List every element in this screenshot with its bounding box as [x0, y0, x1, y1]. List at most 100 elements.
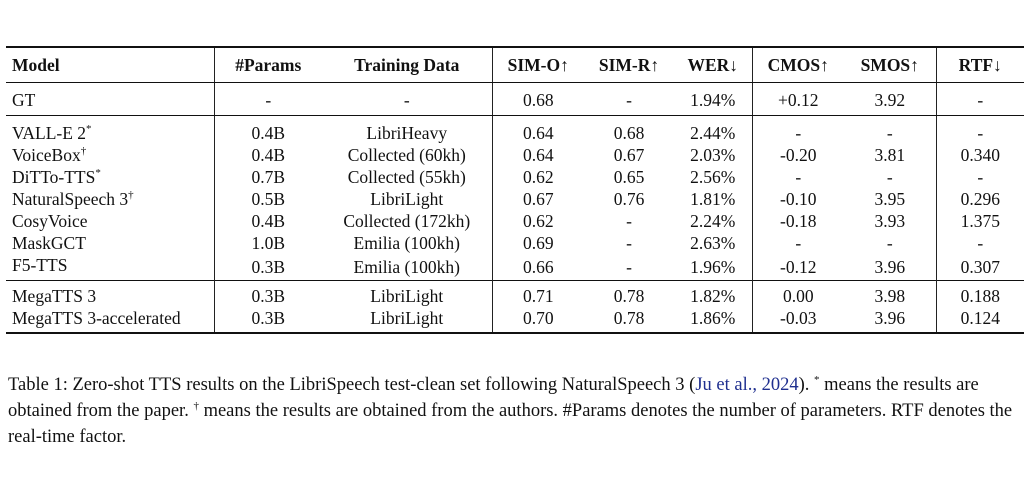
cell-training-data: LibriLight: [370, 189, 444, 209]
cell-rtf: 0.188: [935, 280, 1024, 307]
table-row: MegaTTS 3 0.3B LibriLight 0.71 0.78 1.82…: [6, 280, 1024, 307]
cell-sim-o: 0.68: [491, 82, 584, 116]
cell-cmos: -: [751, 115, 844, 144]
cell-smos: -: [886, 123, 893, 143]
header-sim-r: SIM-R↑: [584, 46, 674, 83]
header-sim-o: SIM-O↑: [491, 46, 584, 83]
cell-params: 0.3B: [213, 280, 322, 307]
cell-rtf: -: [935, 166, 1024, 188]
cell-params: 0.5B: [213, 188, 322, 210]
cell-sim-o: 0.66: [491, 254, 584, 281]
header-row: Model #Params Training Data SIM-O↑ SIM-R…: [6, 46, 1024, 83]
citation-link[interactable]: Ju et al., 2024: [695, 375, 799, 395]
cell-training-data: Collected (60kh): [347, 145, 466, 165]
results-table: Model #Params Training Data SIM-O↑ SIM-R…: [6, 46, 1024, 334]
cell-model: VALL-E 2*: [12, 123, 92, 143]
cell-sim-o: 0.70: [491, 307, 584, 334]
table-row: VALL-E 2* 0.4B LibriHeavy 0.64 0.68 2.44…: [6, 115, 1024, 144]
cell-smos: 3.98: [844, 280, 936, 307]
cell-rtf: -: [935, 82, 1024, 116]
cell-rtf: 0.124: [935, 307, 1024, 334]
cell-training-data: LibriLight: [322, 307, 492, 334]
cell-wer: 2.24%: [690, 211, 736, 231]
cell-model: MegaTTS 3: [6, 280, 214, 307]
header-training-data: Training Data: [322, 46, 492, 83]
table-row: DiTTo-TTS* 0.7B Collected (55kh) 0.62 0.…: [6, 166, 1024, 188]
cell-params: 0.4B: [213, 115, 322, 144]
cell-smos: -: [886, 167, 893, 187]
cell-sim-o: 0.67: [491, 188, 584, 210]
cell-smos: 3.81: [874, 145, 906, 165]
cell-cmos: -0.20: [751, 144, 844, 166]
cell-rtf: -: [935, 115, 1024, 144]
header-wer: WER↓: [674, 46, 752, 83]
cell-wer: 2.44%: [690, 123, 736, 143]
cell-training-data: Emilia (100kh): [353, 233, 460, 253]
cell-params: 0.3B: [213, 307, 322, 334]
header-params: #Params: [213, 46, 322, 83]
cell-training-data: Collected (172kh): [343, 211, 471, 231]
cell-cmos: -0.10: [751, 188, 844, 210]
cell-model: GT: [6, 82, 214, 116]
cell-sim-r: -: [626, 257, 632, 277]
cell-sim-r: 0.78: [584, 280, 674, 307]
header-smos: SMOS↑: [844, 46, 936, 83]
cell-sim-o: 0.69: [491, 232, 584, 254]
cell-sim-o: 0.62: [491, 210, 584, 232]
cell-model: NaturalSpeech 3†: [12, 189, 134, 209]
cell-rtf: 0.340: [935, 144, 1024, 166]
cell-params: 0.4B: [213, 210, 322, 232]
cell-params: 1.0B: [213, 232, 322, 254]
cell-cmos: -: [751, 232, 844, 254]
cell-cmos: -0.03: [751, 307, 844, 334]
cell-training-data: Emilia (100kh): [353, 257, 460, 277]
header-rtf: RTF↓: [935, 46, 1024, 83]
cell-rtf: 0.307: [935, 254, 1024, 281]
table-row: VoiceBox† 0.4B Collected (60kh) 0.64 0.6…: [6, 144, 1024, 166]
cell-smos: -: [886, 233, 893, 253]
cell-sim-r: 0.76: [613, 189, 645, 209]
cell-model: MegaTTS 3-accelerated: [6, 307, 214, 334]
cell-training-data: LibriHeavy: [366, 123, 448, 143]
table-row: CosyVoice 0.4B Collected (172kh) 0.62 - …: [6, 210, 1024, 232]
cell-cmos: -0.12: [751, 254, 844, 281]
table-row: GT - - 0.68 - 1.94% +0.12 3.92 -: [6, 82, 1024, 116]
table-row: F5-TTS 0.3B Emilia (100kh) 0.66 - 1.96% …: [6, 254, 1024, 281]
cell-sim-r: 0.68: [613, 123, 645, 143]
cell-wer: 1.94%: [674, 82, 752, 116]
cell-rtf: 0.296: [935, 188, 1024, 210]
cell-model: F5-TTS: [12, 255, 68, 275]
cell-rtf: -: [935, 232, 1024, 254]
cell-cmos: -0.18: [751, 210, 844, 232]
cell-wer: 1.81%: [690, 189, 736, 209]
cell-sim-r: 0.67: [613, 145, 645, 165]
table-row: NaturalSpeech 3† 0.5B LibriLight 0.67 0.…: [6, 188, 1024, 210]
cell-model: CosyVoice: [12, 211, 88, 231]
cell-wer: 2.56%: [690, 167, 736, 187]
cell-params: 0.3B: [213, 254, 322, 281]
cell-sim-o: 0.64: [491, 115, 584, 144]
cell-sim-o: 0.71: [491, 280, 584, 307]
cell-rtf: 1.375: [935, 210, 1024, 232]
header-model: Model: [6, 46, 214, 83]
cell-wer: 2.63%: [690, 233, 736, 253]
cell-params: 0.7B: [213, 166, 322, 188]
table-row: MaskGCT 1.0B Emilia (100kh) 0.69 - 2.63%…: [6, 232, 1024, 254]
cell-smos: 3.96: [874, 257, 906, 277]
cell-sim-r: 0.78: [584, 307, 674, 334]
cell-sim-o: 0.62: [491, 166, 584, 188]
cell-params: -: [213, 82, 322, 116]
table-caption: Table 1: Zero-shot TTS results on the Li…: [8, 374, 1013, 448]
cell-training-data: -: [322, 82, 492, 116]
cell-sim-r: -: [626, 233, 632, 253]
cell-smos: 3.95: [874, 189, 906, 209]
dagger-footnote-mark: †: [193, 400, 199, 412]
cell-cmos: 0.00: [751, 280, 844, 307]
cell-sim-r: -: [626, 211, 632, 231]
cell-model: DiTTo-TTS*: [12, 167, 101, 187]
star-footnote-mark: *: [814, 374, 820, 386]
cell-smos: 3.93: [874, 211, 906, 231]
table-row: MegaTTS 3-accelerated 0.3B LibriLight 0.…: [6, 307, 1024, 334]
cell-sim-r: -: [584, 82, 674, 116]
